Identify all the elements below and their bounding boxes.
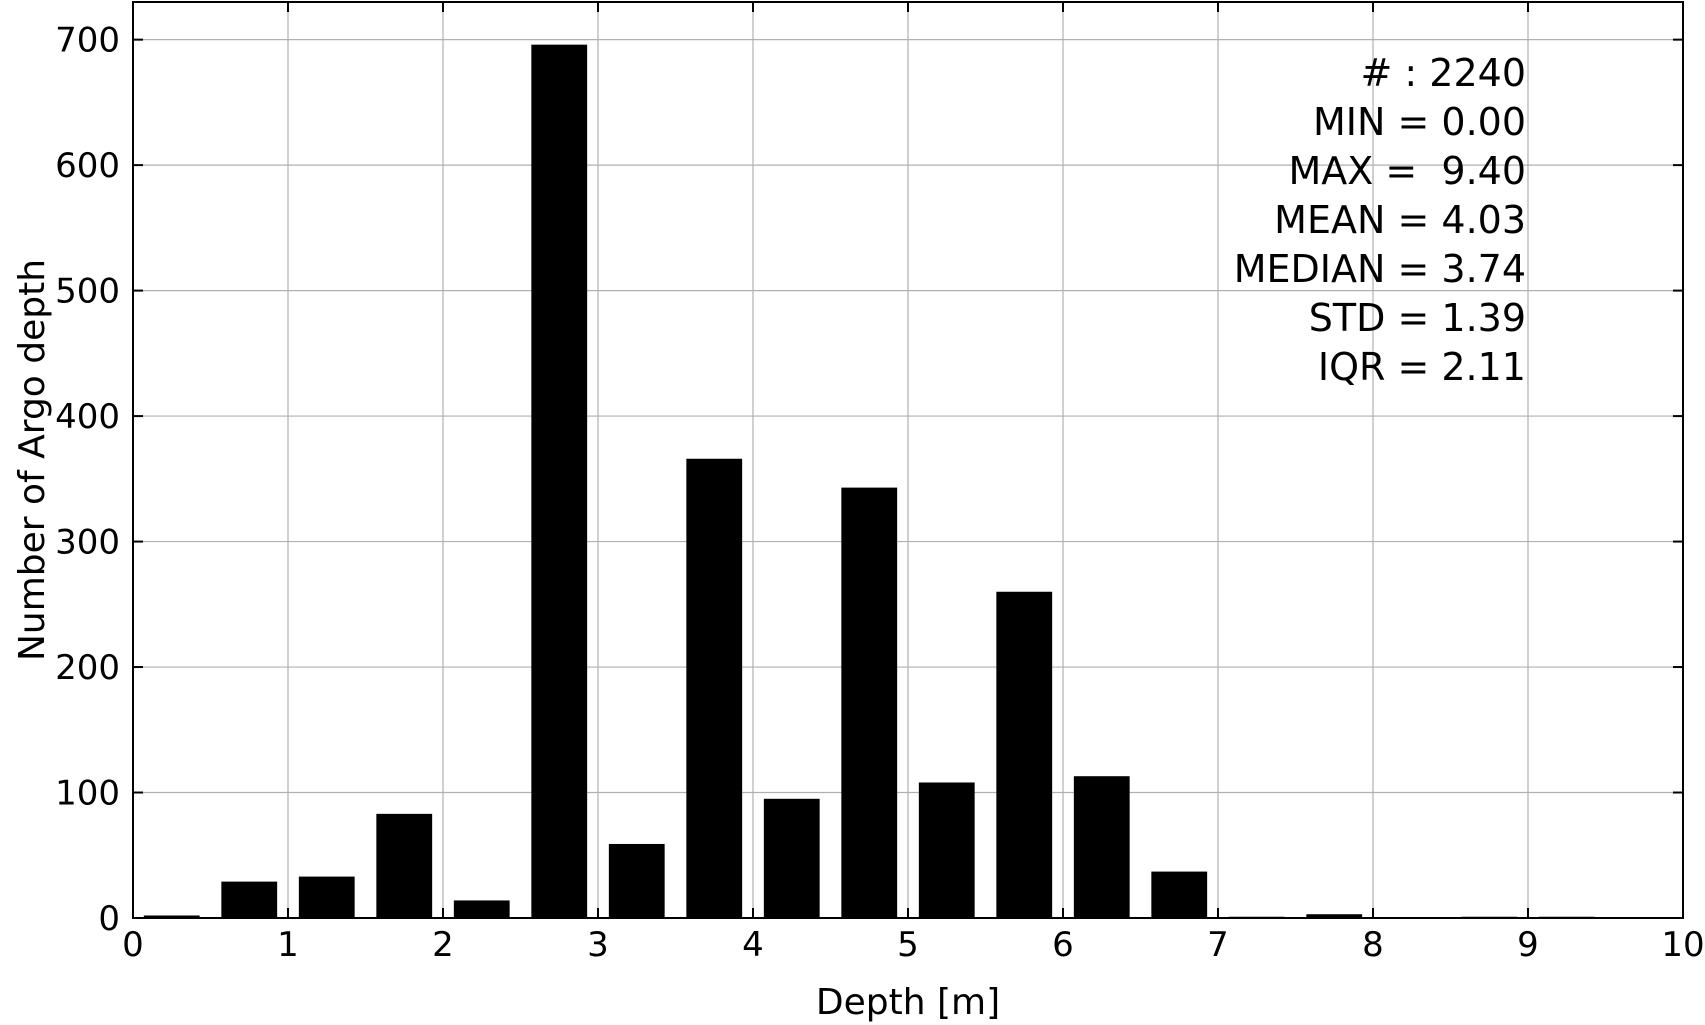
- x-tick-label: 10: [1661, 925, 1704, 965]
- histogram-bar: [221, 881, 278, 918]
- stat-line: STD = 1.39: [1309, 296, 1526, 340]
- y-tick-label: 700: [55, 21, 120, 61]
- histogram-bar: [453, 900, 510, 918]
- histogram-bar: [996, 591, 1053, 918]
- histogram-bar: [143, 915, 200, 918]
- histogram-bar: [531, 44, 588, 918]
- x-tick-label: 3: [587, 925, 609, 965]
- histogram-bar: [608, 843, 665, 918]
- x-tick-label: 4: [742, 925, 764, 965]
- y-tick-label: 0: [98, 899, 120, 939]
- histogram-bar: [841, 487, 898, 918]
- y-tick-label: 300: [55, 523, 120, 563]
- y-tick-label: 500: [55, 272, 120, 312]
- y-tick-label: 600: [55, 146, 120, 186]
- x-tick-label: 0: [122, 925, 144, 965]
- x-tick-label: 9: [1517, 925, 1539, 965]
- y-axis-label: Number of Argo depth: [12, 259, 53, 661]
- y-tick-label: 400: [55, 397, 120, 437]
- stat-line: # : 2240: [1360, 51, 1526, 95]
- histogram-bar: [298, 876, 355, 918]
- x-tick-label: 5: [897, 925, 919, 965]
- grid-lines: [133, 2, 1683, 918]
- x-tick-label: 8: [1362, 925, 1384, 965]
- histogram-bar: [918, 782, 975, 918]
- x-tick-label: 6: [1052, 925, 1074, 965]
- y-tick-label: 100: [55, 774, 120, 814]
- stat-line: MEAN = 4.03: [1274, 198, 1526, 242]
- stat-line: IQR = 2.11: [1318, 345, 1526, 389]
- plot-frame: [132, 1, 1684, 919]
- histogram-bar: [686, 458, 743, 918]
- histogram-bar: [763, 798, 820, 918]
- stat-line: MIN = 0.00: [1313, 100, 1526, 144]
- histogram-bar: [1151, 871, 1208, 918]
- stat-line: MEDIAN = 3.74: [1234, 247, 1526, 291]
- bars: [143, 44, 1595, 918]
- y-tick-label: 200: [55, 648, 120, 688]
- x-tick-label: 1: [277, 925, 299, 965]
- histogram-bar: [376, 813, 433, 918]
- statistics-annotation: # : 2240 MIN = 0.00 MAX = 9.40 MEAN = 4.03 M…: [1234, 51, 1526, 389]
- histogram-bar: [1073, 776, 1130, 918]
- x-tick-label: 7: [1207, 925, 1229, 965]
- histogram-bar: [1306, 914, 1363, 918]
- stat-line: MAX = 9.40: [1289, 149, 1527, 193]
- x-axis-label: Depth [m]: [816, 982, 1000, 1023]
- x-tick-label: 2: [432, 925, 454, 965]
